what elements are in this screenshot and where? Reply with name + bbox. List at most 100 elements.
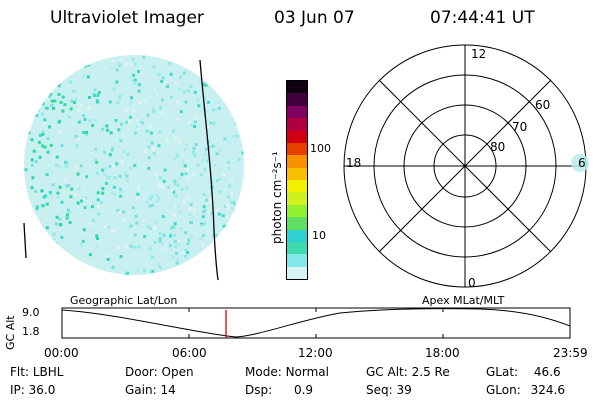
disk-pixel	[53, 99, 57, 103]
disk-pixel	[143, 150, 147, 153]
disk-pixel	[213, 164, 217, 167]
disk-pixel	[96, 237, 99, 240]
disk-pixel	[230, 207, 234, 211]
disk-pixel	[107, 225, 111, 229]
disk-pixel	[67, 210, 71, 214]
disk-pixel	[148, 197, 152, 201]
disk-pixel	[138, 101, 142, 105]
disk-pixel	[87, 96, 91, 99]
app-title: Ultraviolet Imager	[50, 8, 204, 28]
disk-pixel	[122, 218, 126, 222]
disk-pixel	[193, 209, 197, 213]
disk-pixel	[30, 158, 34, 162]
disk-pixel	[212, 121, 216, 125]
disk-pixel	[200, 159, 204, 163]
disk-pixel	[187, 89, 190, 93]
disk-pixel	[218, 148, 222, 152]
disk-pixel	[91, 124, 95, 128]
colorbar-segment	[287, 217, 307, 230]
disk-pixel	[106, 175, 110, 179]
disk-pixel	[218, 178, 222, 181]
disk-pixel	[85, 130, 89, 134]
disk-pixel	[153, 241, 157, 244]
disk-pixel	[162, 179, 166, 183]
disk-pixel	[88, 119, 92, 123]
disk-pixel	[152, 65, 156, 69]
disk-pixel	[61, 95, 65, 99]
disk-pixel	[161, 215, 165, 219]
disk-pixel	[173, 179, 177, 183]
disk-pixel	[230, 177, 234, 181]
timeline-xtick-0: 00:00	[44, 346, 79, 360]
colorbar-segment	[287, 192, 307, 206]
disk-pixel	[226, 160, 230, 164]
disk-pixel	[82, 114, 85, 118]
disk-pixel	[175, 152, 179, 156]
polar-ring-label-70: 70	[512, 120, 528, 134]
colorbar-segment	[287, 93, 307, 107]
disk-pixel	[201, 243, 205, 247]
disk-pixel	[193, 120, 197, 124]
disk-pixel	[199, 237, 203, 241]
disk-pixel	[226, 195, 230, 199]
disk-pixel	[161, 76, 165, 80]
disk-pixel	[185, 196, 189, 200]
disk-pixel	[69, 195, 73, 199]
disk-pixel	[152, 110, 156, 114]
disk-pixel	[154, 93, 158, 97]
colorbar-segment	[287, 167, 307, 181]
disk-pixel	[34, 189, 37, 193]
disk-pixel	[104, 166, 108, 170]
disk-pixel	[183, 148, 187, 151]
disk-pixel	[59, 130, 63, 134]
disk-pixel	[201, 82, 205, 85]
disk-pixel	[64, 179, 68, 183]
disk-pixel	[112, 164, 116, 168]
coastline-line	[23, 222, 27, 259]
disk-pixel	[183, 164, 187, 168]
disk-pixel	[42, 195, 46, 199]
disk-pixel	[173, 213, 177, 217]
colorbar-segment	[287, 241, 307, 255]
disk-pixel	[177, 211, 181, 214]
disk-pixel	[210, 211, 213, 215]
disk-pixel	[182, 250, 186, 254]
disk-pixel	[175, 261, 179, 265]
timeline-xtick-1: 06:00	[172, 346, 207, 360]
disk-pixel	[178, 87, 181, 91]
disk-pixel	[35, 207, 39, 210]
disk-pixel	[148, 247, 152, 251]
disk-pixel	[131, 58, 135, 61]
colorbar-segment	[287, 204, 307, 218]
disk-pixel	[157, 185, 161, 189]
disk-pixel	[101, 187, 105, 190]
disk-pixel	[52, 238, 56, 242]
disk-pixel	[43, 145, 47, 149]
disk-pixel	[103, 150, 107, 154]
disk-pixel	[45, 106, 49, 110]
disk-pixel	[124, 273, 128, 275]
disk-pixel	[217, 212, 221, 216]
disk-pixel	[65, 161, 69, 165]
disk-pixel	[115, 162, 119, 166]
disk-pixel	[163, 247, 167, 251]
disk-pixel	[201, 234, 205, 238]
disk-pixel	[230, 200, 234, 204]
disk-pixel	[211, 108, 215, 112]
disk-pixel	[204, 147, 208, 151]
disk-pixel	[172, 255, 175, 259]
disk-pixel	[93, 158, 97, 162]
disk-pixel	[129, 224, 133, 228]
disk-pixel	[105, 128, 109, 132]
disk-pixel	[147, 156, 151, 160]
disk-pixel	[235, 201, 239, 205]
colorbar-segment	[287, 118, 307, 131]
disk-pixel	[77, 109, 81, 112]
colorbar-segment	[287, 81, 307, 94]
terminator-line	[199, 59, 219, 281]
colorbar-segment	[287, 229, 307, 243]
disk-pixel	[125, 120, 128, 124]
disk-pixel	[77, 137, 81, 141]
disk-pixel	[132, 73, 136, 77]
disk-pixel	[51, 183, 55, 187]
